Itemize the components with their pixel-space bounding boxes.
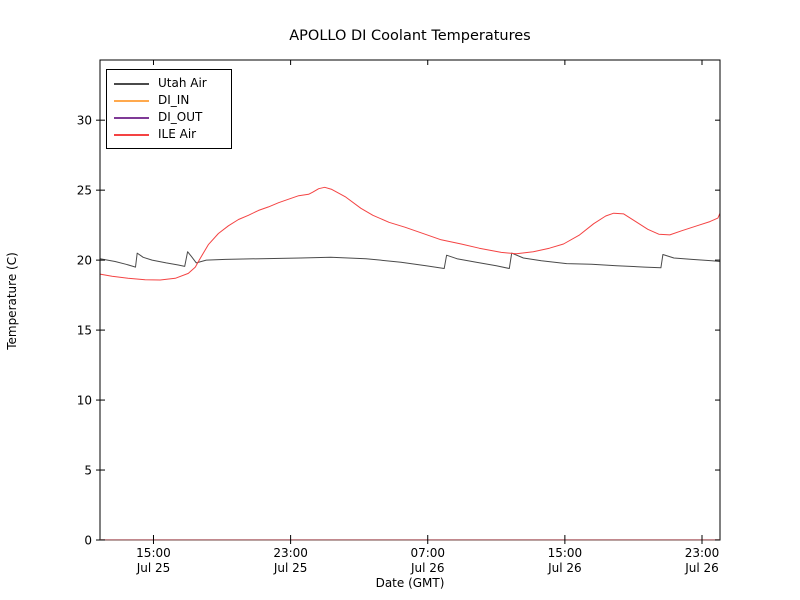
legend-item-di-out: DI_OUT <box>114 109 225 126</box>
x-tick-date-label: Jul 26 <box>410 561 445 575</box>
legend-line-swatch <box>114 99 149 102</box>
y-tick-label: 5 <box>84 464 92 478</box>
y-axis-label: Temperature (C) <box>5 252 19 350</box>
legend-item-di-in: DI_IN <box>114 92 225 109</box>
x-tick-label: 23:00 <box>685 546 720 560</box>
legend-item-ile-air: ILE Air <box>114 126 225 143</box>
y-tick-label: 25 <box>77 184 92 198</box>
x-tick-date-label: Jul 26 <box>547 561 582 575</box>
series-line-ile-air <box>99 186 721 281</box>
x-tick-date-label: Jul 25 <box>136 561 171 575</box>
legend-label: DI_OUT <box>158 110 203 124</box>
legend-label: DI_IN <box>158 93 190 107</box>
chart-title: APOLLO DI Coolant Temperatures <box>289 28 531 44</box>
legend-label: Utah Air <box>158 76 207 90</box>
x-tick-label: 07:00 <box>410 546 445 560</box>
x-tick-label: 15:00 <box>548 546 583 560</box>
x-tick-label: 23:00 <box>273 546 308 560</box>
legend-line-swatch <box>114 116 149 119</box>
y-tick-label: 0 <box>84 534 92 548</box>
y-tick-label: 20 <box>77 254 92 268</box>
legend: Utah Air DI_IN DI_OUT ILE Air <box>106 69 232 149</box>
x-tick-date-label: Jul 26 <box>684 561 719 575</box>
y-tick-label: 30 <box>77 114 92 128</box>
x-tick-label: 15:00 <box>136 546 171 560</box>
legend-label: ILE Air <box>158 127 197 141</box>
legend-item-utah-air: Utah Air <box>114 75 225 92</box>
y-tick-label: 15 <box>77 324 92 338</box>
legend-line-swatch <box>114 82 149 85</box>
x-axis-label: Date (GMT) <box>375 576 445 590</box>
legend-line-swatch <box>114 133 149 136</box>
y-tick-label: 10 <box>77 394 92 408</box>
x-tick-date-label: Jul 25 <box>273 561 308 575</box>
series-line-utah-air <box>99 251 721 269</box>
